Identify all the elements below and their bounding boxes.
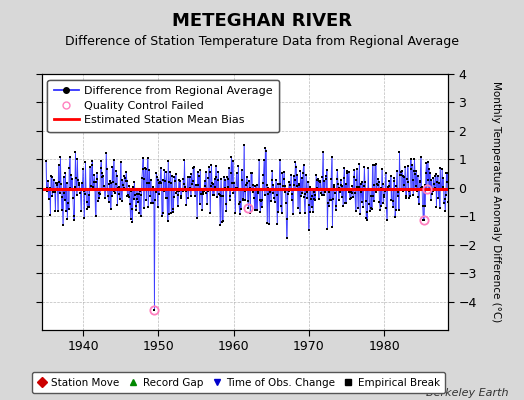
Text: Difference of Station Temperature Data from Regional Average: Difference of Station Temperature Data f… [65, 35, 459, 48]
Legend: Station Move, Record Gap, Time of Obs. Change, Empirical Break: Station Move, Record Gap, Time of Obs. C… [31, 372, 445, 393]
Text: Berkeley Earth: Berkeley Earth [426, 388, 508, 398]
Legend: Difference from Regional Average, Quality Control Failed, Estimated Station Mean: Difference from Regional Average, Qualit… [48, 80, 279, 132]
Text: METEGHAN RIVER: METEGHAN RIVER [172, 12, 352, 30]
Y-axis label: Monthly Temperature Anomaly Difference (°C): Monthly Temperature Anomaly Difference (… [490, 81, 501, 323]
